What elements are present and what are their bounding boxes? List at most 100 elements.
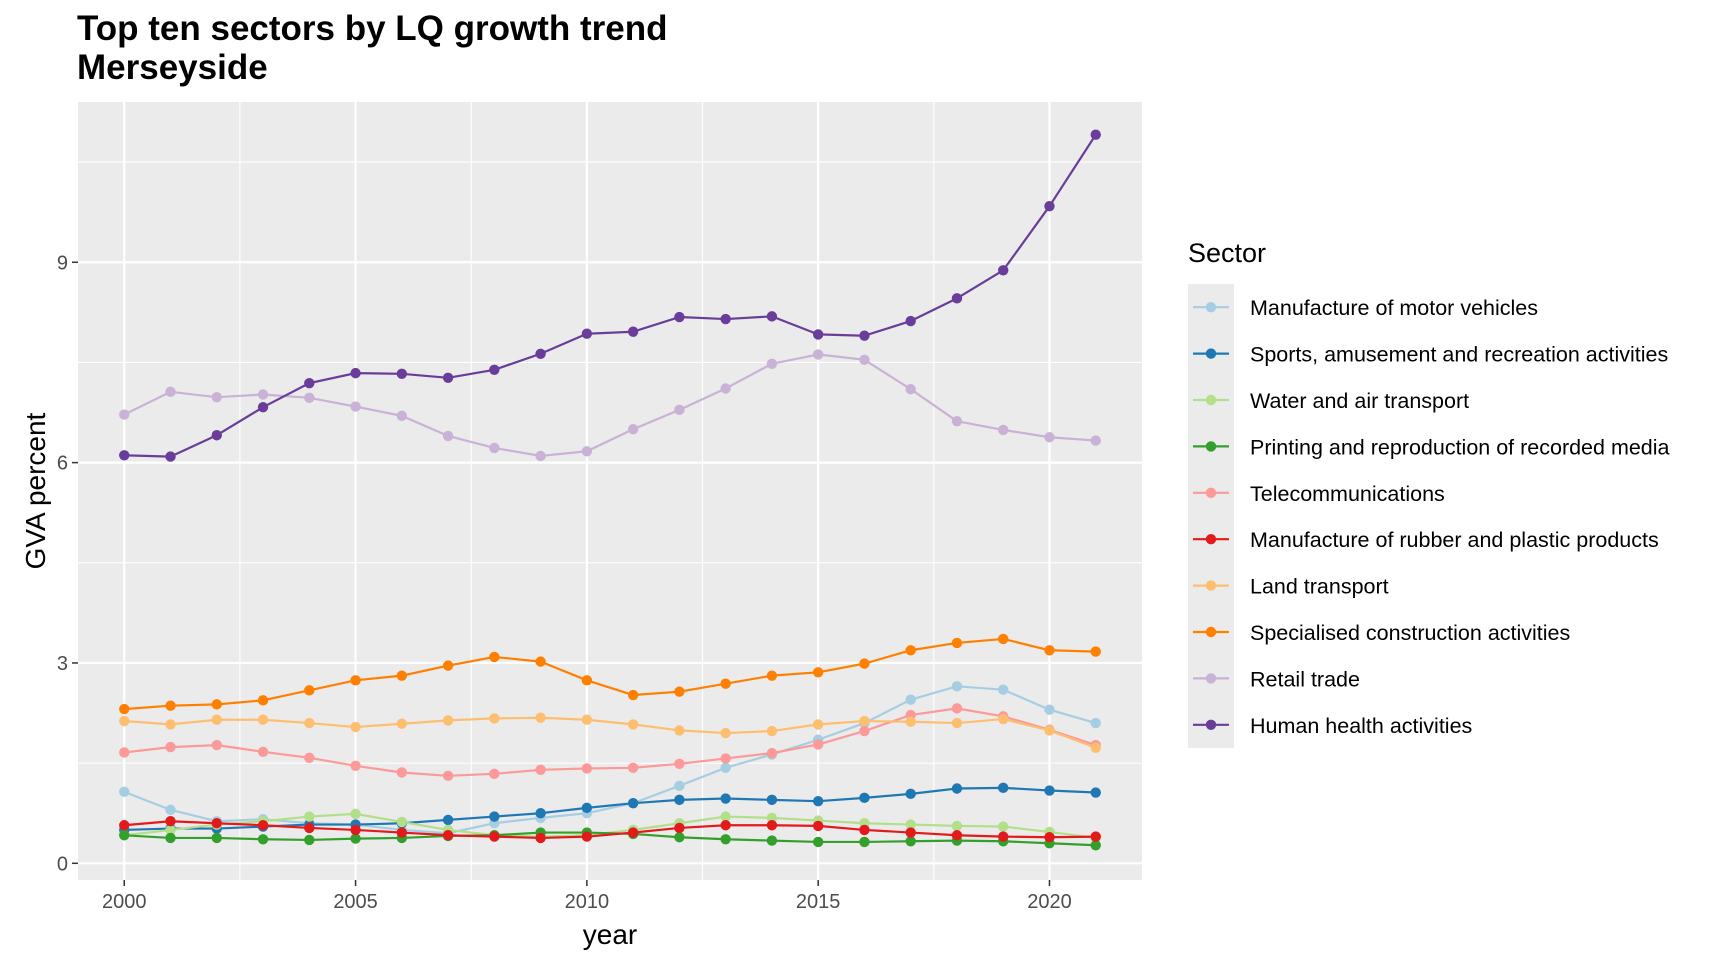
data-point: [766, 358, 778, 369]
legend-key-point: [1205, 580, 1217, 591]
data-point: [535, 450, 546, 462]
data-point: [720, 811, 731, 822]
data-point: [350, 760, 361, 772]
data-point: [119, 747, 130, 758]
grid-major: [78, 102, 1142, 880]
data-point: [211, 714, 222, 725]
data-point: [720, 313, 731, 325]
data-point: [1090, 435, 1101, 446]
data-point: [998, 713, 1009, 725]
legend-keys-background: [1188, 284, 1234, 748]
legend-label: Sports, amusement and recreation activit…: [1250, 343, 1668, 367]
data-point: [998, 684, 1009, 695]
legend-title: Sector: [1188, 238, 1266, 268]
chart-title: Top ten sectors by LQ growth trend: [77, 9, 668, 48]
data-point: [674, 686, 685, 697]
data-point: [766, 670, 778, 681]
data-point: [165, 386, 176, 398]
data-point: [859, 658, 870, 669]
legend-item: Manufacture of rubber and plastic produc…: [1193, 528, 1659, 552]
data-point: [766, 725, 778, 737]
legend-key-point: [1205, 719, 1217, 730]
data-point: [1090, 129, 1101, 140]
data-point: [905, 315, 916, 327]
data-point: [766, 747, 778, 759]
data-point: [998, 424, 1009, 436]
data-point: [812, 349, 824, 360]
data-point: [720, 678, 731, 689]
data-point: [627, 798, 639, 809]
x-tick-label: 2020: [1027, 891, 1072, 913]
data-point: [720, 753, 731, 764]
data-point: [165, 824, 176, 836]
data-point: [396, 816, 408, 828]
data-point: [211, 699, 222, 710]
data-point: [581, 446, 593, 457]
series-points: [119, 129, 1101, 851]
y-tick-label: 0: [57, 853, 68, 875]
series-line: [124, 716, 1097, 749]
legend-item: Human health activities: [1193, 714, 1472, 738]
legend-item: Land transport: [1193, 575, 1389, 599]
legend-key-point: [1205, 302, 1217, 313]
data-point: [674, 822, 685, 834]
data-point: [627, 827, 639, 838]
data-point: [211, 818, 222, 829]
data-point: [165, 451, 176, 462]
data-point: [720, 762, 731, 774]
x-tick-label: 2015: [796, 891, 841, 913]
y-axis-title: GVA percent: [20, 412, 51, 569]
data-point: [119, 450, 130, 461]
data-point: [350, 721, 361, 733]
data-point: [627, 719, 639, 730]
legend-item: Sports, amusement and recreation activit…: [1193, 343, 1668, 367]
data-point: [905, 645, 916, 656]
data-point: [165, 832, 176, 844]
series-line: [124, 820, 1096, 840]
legend: Sector Manufacture of motor vehicles Spor…: [1188, 238, 1670, 748]
data-point: [581, 714, 593, 725]
data-point: [1090, 831, 1101, 842]
data-point: [1090, 787, 1101, 798]
data-point: [304, 377, 315, 389]
data-point: [674, 758, 685, 770]
data-point: [812, 739, 824, 750]
data-point: [998, 831, 1009, 842]
data-point: [674, 780, 685, 792]
data-point: [535, 712, 546, 723]
data-point: [998, 633, 1009, 645]
data-point: [627, 424, 639, 435]
legend-label: Land transport: [1250, 575, 1389, 599]
data-point: [812, 329, 824, 340]
data-point: [304, 752, 315, 763]
data-point: [859, 836, 870, 848]
series-line: [124, 637, 1096, 711]
data-point: [951, 717, 963, 729]
data-point: [535, 832, 546, 844]
data-point: [905, 836, 916, 847]
data-point: [859, 354, 870, 365]
data-point: [396, 670, 408, 681]
data-point: [581, 763, 593, 774]
legend-label: Retail trade: [1250, 667, 1360, 691]
data-point: [257, 389, 269, 400]
legend-label: Manufacture of motor vehicles: [1250, 296, 1538, 320]
data-point: [257, 714, 269, 725]
data-point: [627, 326, 639, 337]
data-point: [812, 667, 824, 678]
data-point: [165, 700, 176, 711]
series-line: [124, 134, 1097, 458]
data-point: [674, 794, 685, 806]
data-point: [396, 767, 408, 778]
data-point: [119, 820, 130, 831]
data-point: [581, 802, 593, 814]
series-line: [123, 685, 1097, 835]
data-point: [1044, 785, 1055, 796]
data-point: [119, 830, 130, 841]
data-point: [951, 293, 963, 304]
x-tick-label: 2010: [565, 891, 610, 913]
data-point: [257, 820, 269, 831]
data-point: [951, 416, 963, 427]
data-point: [304, 392, 315, 404]
series-line: [124, 831, 1096, 847]
